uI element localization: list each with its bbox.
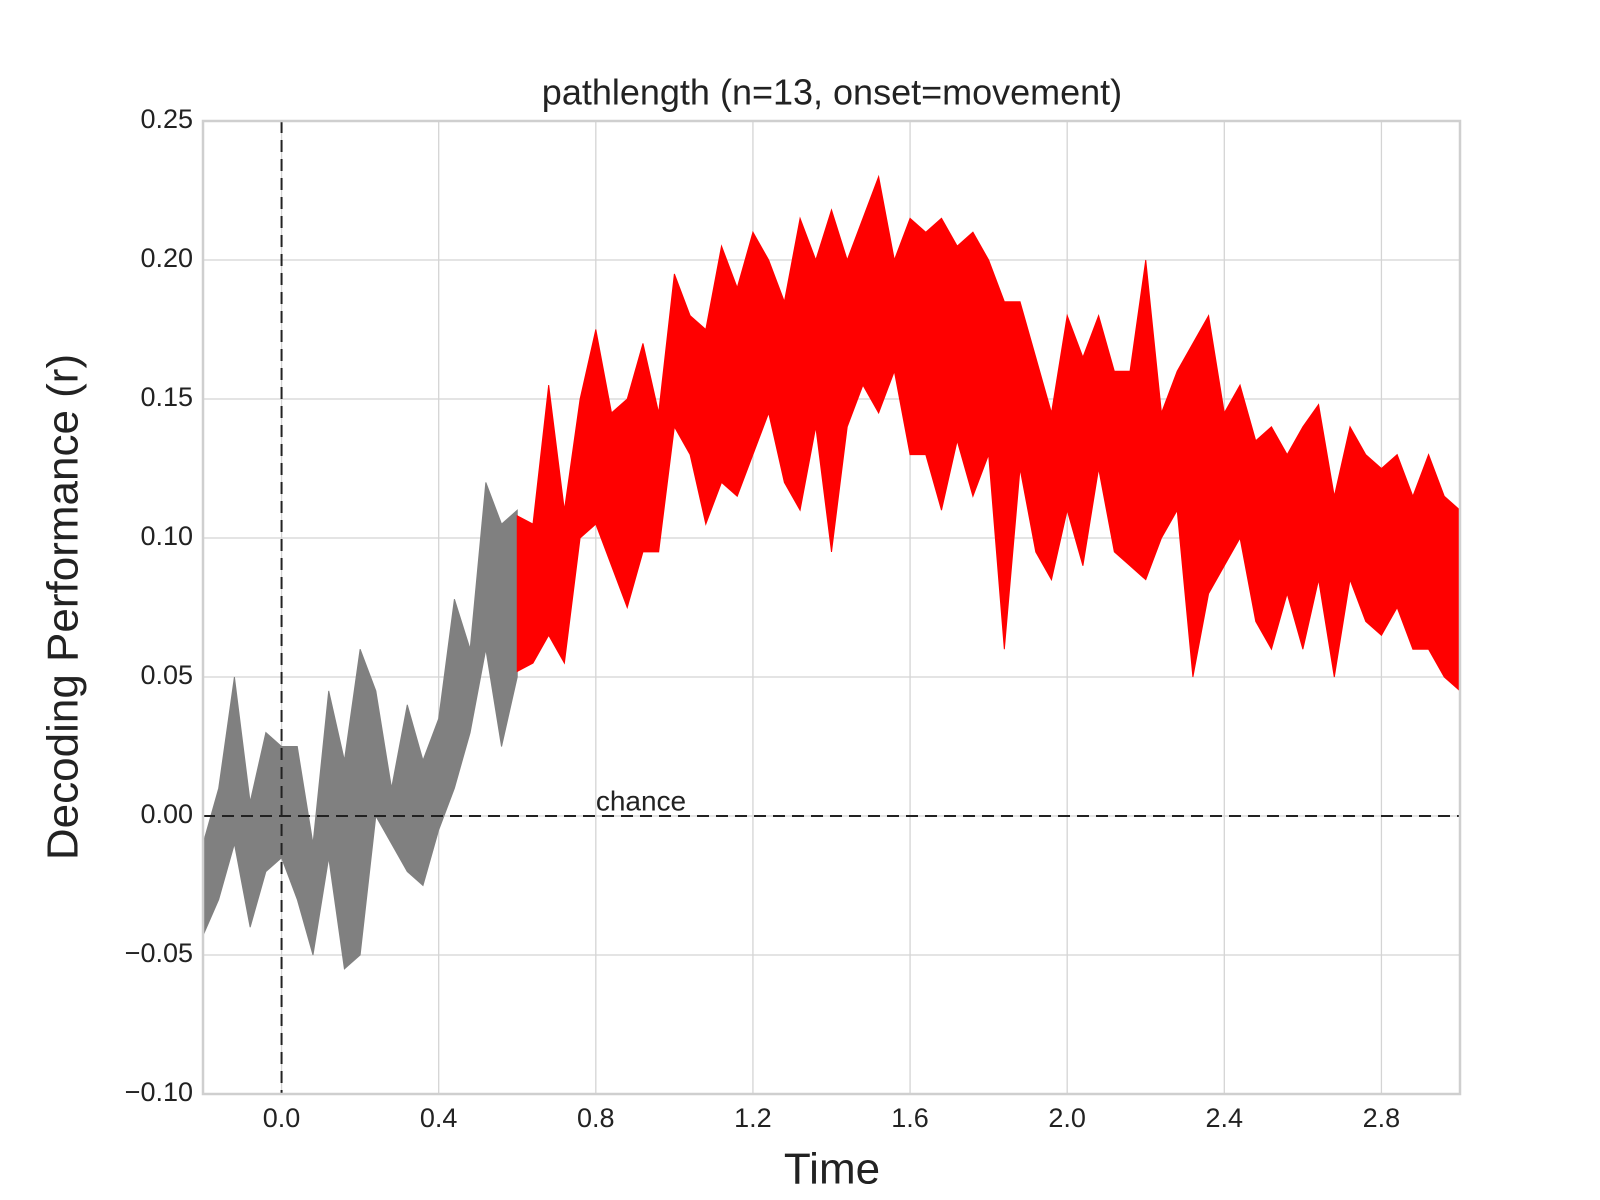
x-tick-label: 1.2 xyxy=(734,1103,772,1133)
y-tick-label: 0.25 xyxy=(140,104,193,134)
x-tick-label: 2.4 xyxy=(1206,1103,1244,1133)
x-tick-label: 2.8 xyxy=(1363,1103,1401,1133)
y-tick-label: 0.10 xyxy=(140,521,193,551)
confidence-band xyxy=(516,174,1461,693)
y-tick-label: 0.00 xyxy=(140,799,193,829)
y-tick-label: −0.05 xyxy=(125,938,193,968)
annotation: chance xyxy=(596,785,686,816)
x-axis-label: Time xyxy=(784,1145,880,1194)
x-tick-label: 0.0 xyxy=(263,1103,301,1133)
y-tick-label: 0.15 xyxy=(140,382,193,412)
y-tick-label: 0.20 xyxy=(140,243,193,273)
x-tick-label: 0.8 xyxy=(577,1103,615,1133)
y-tick-label: −0.10 xyxy=(125,1077,193,1107)
chart-title: pathlength (n=13, onset=movement) xyxy=(542,72,1122,113)
plot-frame xyxy=(201,119,1462,1096)
x-tick-label: 1.6 xyxy=(891,1103,929,1133)
confidence-band xyxy=(202,482,518,970)
x-tick-label: 2.0 xyxy=(1048,1103,1086,1133)
y-tick-label: 0.05 xyxy=(140,660,193,690)
y-axis-label: Decoding Performance (r) xyxy=(39,354,88,860)
x-tick-label: 0.4 xyxy=(420,1103,458,1133)
